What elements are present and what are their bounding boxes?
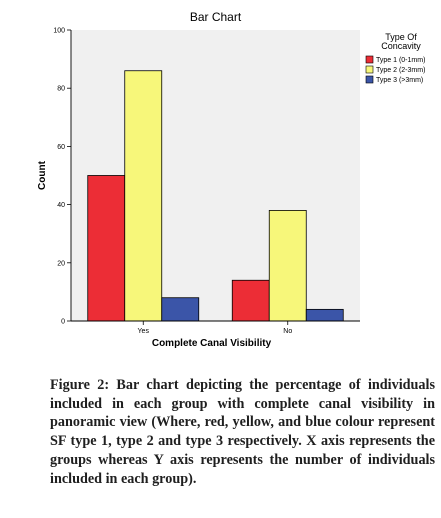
chart-title: Bar Chart xyxy=(190,10,242,24)
bar-no-series-1 xyxy=(231,279,270,322)
legend-entry-3: Type 3 (>3mm) xyxy=(376,77,423,84)
legend-entry-1: Type 1 (0-1mm) xyxy=(376,57,425,64)
x-tick-label-yes: Yes xyxy=(138,328,150,335)
figure-caption: Figure 2: Bar chart depicting the percen… xyxy=(50,377,435,487)
y-tick-label-100: 100 xyxy=(53,28,65,35)
legend-title-line-2: Concavity xyxy=(381,41,421,51)
y-axis-label: Count xyxy=(37,160,48,190)
bar-yes-series-2 xyxy=(124,70,163,322)
y-tick-label-20: 20 xyxy=(57,260,65,267)
bar-yes-series-3 xyxy=(161,297,200,322)
y-tick-label-40: 40 xyxy=(57,202,65,209)
bar-chart: Bar Chart 0 20 40 60 80 100 Yes No Complete Canal… xyxy=(37,10,425,349)
legend-entry-2: Type 2 (2-3mm) xyxy=(376,67,425,74)
legend-title-line-1: Type Of xyxy=(385,32,417,42)
legend-swatch-1 xyxy=(365,55,374,64)
bar-no-series-2 xyxy=(268,210,307,322)
bar-yes-series-1 xyxy=(87,175,126,322)
y-tick-label-0: 0 xyxy=(61,319,65,326)
y-tick-label-80: 80 xyxy=(57,86,65,93)
legend-swatch-2 xyxy=(365,65,374,74)
chart-canvas: Bar Chart 0 20 40 60 80 100 Yes No Complete Canal… xyxy=(37,10,425,349)
x-axis-label: Complete Canal Visibility xyxy=(152,338,272,349)
y-tick-label-60: 60 xyxy=(57,144,65,151)
x-tick-label-no: No xyxy=(283,328,292,335)
bar-no-series-3 xyxy=(305,308,344,322)
legend-swatch-3 xyxy=(365,75,374,84)
